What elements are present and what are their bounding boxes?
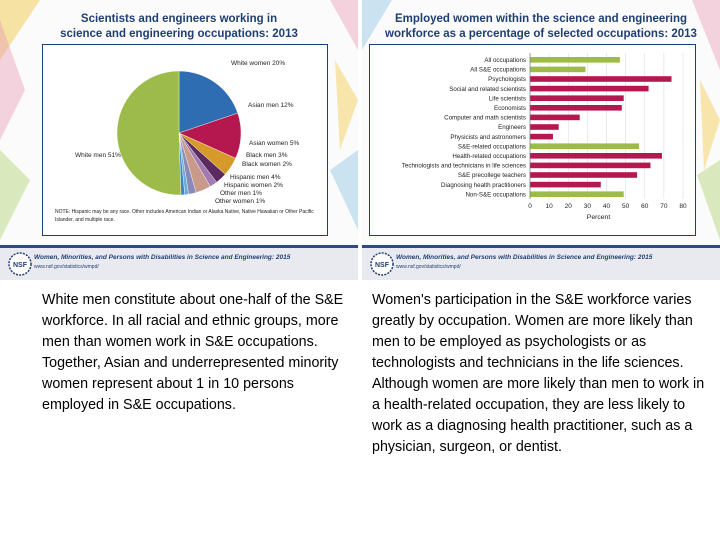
x-tick-label: 80 xyxy=(679,203,687,210)
category-label: Engineers xyxy=(498,124,526,131)
footer-title: Women, Minorities, and Persons with Disa… xyxy=(396,254,653,261)
category-label: S&E-related occupations xyxy=(458,143,526,150)
category-label: Life scientists xyxy=(489,95,526,102)
nsf-logo-icon: NSF xyxy=(8,252,32,276)
pie-chart-title: Scientists and engineers working in scie… xyxy=(0,12,358,42)
category-label: All S&E occupations xyxy=(470,67,526,74)
x-tick-label: 30 xyxy=(584,203,592,210)
category-label: Psychologists xyxy=(488,76,526,83)
footer-title: Women, Minorities, and Persons with Disa… xyxy=(34,254,291,261)
bar xyxy=(530,57,620,63)
bar xyxy=(530,153,662,159)
x-axis-label: Percent xyxy=(587,214,611,221)
bar-title-line2: workforce as a percentage of selected oc… xyxy=(385,28,697,40)
pie-title-line2: science and engineering occupations: 201… xyxy=(60,28,298,40)
bar xyxy=(530,114,580,121)
pie-chart-note: NOTE: Hispanic may be any race. Other in… xyxy=(55,209,314,223)
pie-slice-label: Other men 1% xyxy=(220,190,262,197)
x-tick-label: 60 xyxy=(641,203,649,210)
pie-title-line1: Scientists and engineers working in xyxy=(80,13,278,25)
footer-url: www.nsf.gov/statistics/wmpd/ xyxy=(396,264,461,270)
pie-slice-label: Other women 1% xyxy=(215,198,265,205)
bar xyxy=(530,162,651,169)
pie-slice-label: White men 51% xyxy=(75,152,121,159)
category-label: Diagnosing health practitioners xyxy=(441,182,526,189)
pie-slice-label: Black women 2% xyxy=(242,161,292,168)
bar-chart-slide: Employed women within the science and en… xyxy=(362,0,720,280)
bar xyxy=(530,143,640,149)
bar-title-line1: Employed women within the science and en… xyxy=(394,13,688,25)
pie-slice-label: Hispanic men 4% xyxy=(230,174,281,181)
category-label: Non-S&E occupations xyxy=(465,191,526,198)
background-decoration xyxy=(0,0,358,240)
category-label: Social and related scientists xyxy=(449,86,526,93)
nsf-logo-icon: NSF xyxy=(370,252,394,276)
x-tick-label: 50 xyxy=(622,203,630,210)
x-tick-label: 70 xyxy=(660,203,668,210)
bar xyxy=(530,133,553,140)
bar xyxy=(530,76,672,82)
pie-slice-label: Hispanic women 2% xyxy=(224,182,283,189)
slide-footer: NSF Women, Minorities, and Persons with … xyxy=(362,245,720,280)
bar xyxy=(530,66,586,73)
bar xyxy=(530,105,622,111)
category-label: S&E precollege teachers xyxy=(458,172,526,179)
category-label: Computer and math scientists xyxy=(444,115,526,122)
caption-right: Women's participation in the S&E workfor… xyxy=(372,292,705,455)
pie-chart-frame: White women 20% Asian men 12% Asian women … xyxy=(42,44,328,236)
pie-chart: White women 20% Asian men 12% Asian women … xyxy=(75,60,299,205)
caption-left: White men constitute about one-half of t… xyxy=(42,292,344,413)
bar xyxy=(530,172,638,178)
category-label: Physicists and astronomers xyxy=(450,134,526,141)
background-decoration xyxy=(362,0,720,240)
bar xyxy=(530,95,624,101)
nsf-logo-text: NSF xyxy=(13,262,28,269)
category-label: Economists xyxy=(494,105,526,112)
x-tick-label: 10 xyxy=(546,203,554,210)
category-label: Health-related occupations xyxy=(452,153,526,160)
bar xyxy=(530,85,649,92)
nsf-logo-text: NSF xyxy=(375,262,390,269)
pie-slice xyxy=(116,70,182,196)
bar xyxy=(530,191,624,197)
pie-slice-label: Asian women 5% xyxy=(249,140,299,147)
pie-slice-label: White women 20% xyxy=(231,60,285,67)
x-tick-label: 40 xyxy=(603,203,611,210)
pie-slice-label: Black men 3% xyxy=(246,152,288,159)
bar xyxy=(530,181,601,188)
bar-chart-title: Employed women within the science and en… xyxy=(362,12,720,42)
bar-chart-frame: 0 10 20 30 40 50 60 70 80 All occupations All S&E … xyxy=(369,44,696,236)
x-tick-label: 0 xyxy=(528,203,532,210)
footer-url: www.nsf.gov/statistics/wmpd/ xyxy=(34,264,99,270)
category-label: All occupations xyxy=(484,57,526,64)
bar-chart: 0 10 20 30 40 50 60 70 80 All occupations All S&E … xyxy=(402,53,687,221)
slide-footer: NSF Women, Minorities, and Persons with … xyxy=(0,245,358,280)
pie-slice xyxy=(178,70,238,134)
x-tick-label: 20 xyxy=(565,203,573,210)
pie-slice-label: Asian men 12% xyxy=(248,102,294,109)
category-label: Technologists and technicians in life sc… xyxy=(402,163,526,170)
bar xyxy=(530,124,559,130)
pie-chart-slide: Scientists and engineers working in scie… xyxy=(0,0,358,280)
